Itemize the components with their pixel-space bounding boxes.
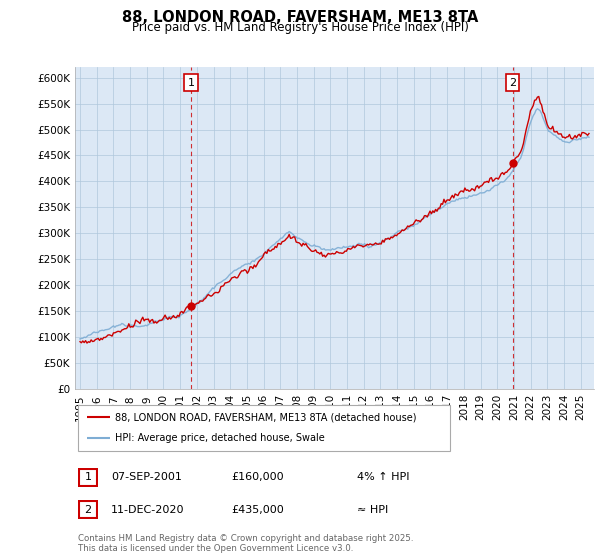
Text: 4% ↑ HPI: 4% ↑ HPI	[357, 472, 409, 482]
Text: HPI: Average price, detached house, Swale: HPI: Average price, detached house, Swal…	[115, 433, 325, 444]
Text: 88, LONDON ROAD, FAVERSHAM, ME13 8TA (detached house): 88, LONDON ROAD, FAVERSHAM, ME13 8TA (de…	[115, 412, 416, 422]
Text: £160,000: £160,000	[231, 472, 284, 482]
Text: £435,000: £435,000	[231, 505, 284, 515]
Text: Contains HM Land Registry data © Crown copyright and database right 2025.
This d: Contains HM Land Registry data © Crown c…	[78, 534, 413, 553]
Text: 1: 1	[188, 78, 195, 88]
Text: Price paid vs. HM Land Registry's House Price Index (HPI): Price paid vs. HM Land Registry's House …	[131, 21, 469, 34]
Text: 11-DEC-2020: 11-DEC-2020	[111, 505, 185, 515]
Text: 88, LONDON ROAD, FAVERSHAM, ME13 8TA: 88, LONDON ROAD, FAVERSHAM, ME13 8TA	[122, 10, 478, 25]
Text: ≈ HPI: ≈ HPI	[357, 505, 388, 515]
Text: 2: 2	[509, 78, 516, 88]
FancyBboxPatch shape	[79, 501, 97, 518]
FancyBboxPatch shape	[78, 405, 450, 451]
Text: 07-SEP-2001: 07-SEP-2001	[111, 472, 182, 482]
FancyBboxPatch shape	[79, 469, 97, 486]
Text: 1: 1	[85, 472, 91, 482]
Text: 2: 2	[85, 505, 91, 515]
